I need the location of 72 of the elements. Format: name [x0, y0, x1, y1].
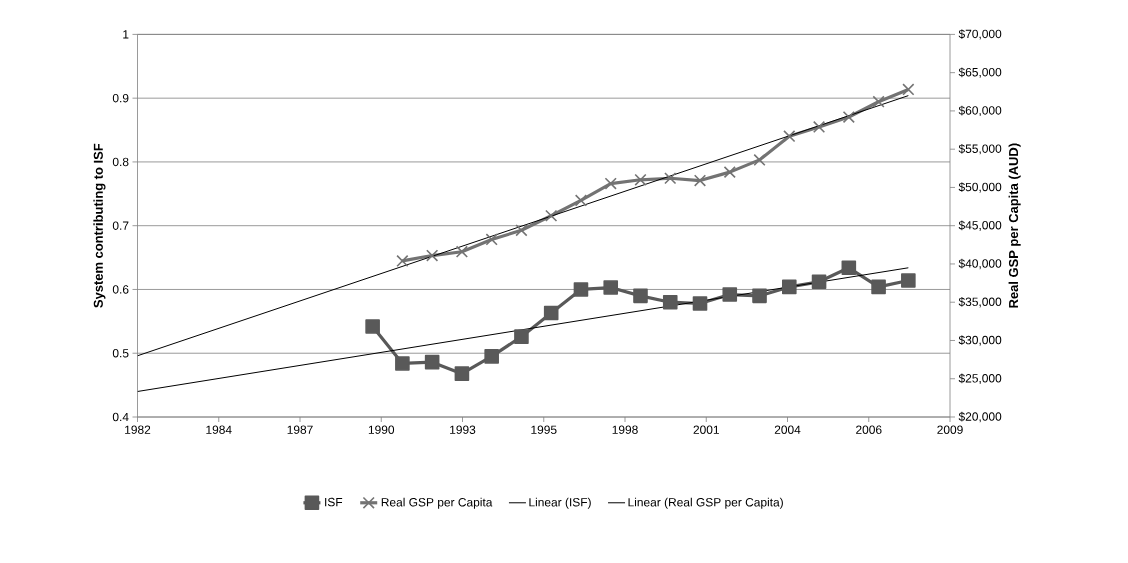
- point: [722, 287, 738, 302]
- y-tick-label: 0.4: [112, 412, 129, 422]
- point: [782, 279, 797, 295]
- y2-tick-label: $70,000: [958, 29, 1002, 40]
- legend-label: Linear (ISF): [529, 497, 591, 509]
- point: [811, 274, 827, 290]
- point: [634, 173, 647, 186]
- x-tick-label: 1987: [287, 425, 313, 434]
- x-tick-label: 1984: [206, 425, 232, 434]
- point: [514, 329, 529, 344]
- point: [842, 110, 855, 124]
- point: [633, 288, 648, 304]
- x-tick-label: 2006: [856, 425, 882, 434]
- point: [424, 354, 440, 370]
- point: [812, 120, 826, 134]
- y-tick-label: 0.6: [112, 285, 129, 294]
- x-tick-label: 1982: [125, 425, 151, 434]
- point: [664, 172, 677, 185]
- point: [603, 280, 619, 295]
- point: [871, 279, 886, 295]
- x-tick-label: 2004: [774, 425, 801, 434]
- y2-tick-label: $20,000: [958, 411, 1002, 423]
- point: [902, 83, 915, 96]
- point: [753, 153, 766, 166]
- point: [395, 356, 410, 371]
- legend-label: Linear (Real GSP per Capita): [628, 497, 783, 509]
- x-tick-label: 1998: [612, 425, 638, 434]
- x-tick-label: 2001: [693, 425, 719, 434]
- point: [426, 249, 439, 262]
- y2-tick-label: $60,000: [958, 105, 1002, 117]
- y-tick-label: 0.7: [112, 221, 129, 230]
- point: [574, 194, 588, 207]
- point: [365, 319, 380, 334]
- y2-tick-label: $40,000: [958, 258, 1002, 270]
- point: [872, 95, 885, 108]
- point: [484, 349, 499, 364]
- point: [455, 245, 469, 258]
- y2-tick-label: $55,000: [958, 143, 1002, 155]
- y-tick-label: 0.5: [112, 349, 129, 358]
- point: [543, 305, 559, 321]
- y-tick-label: 0.8: [112, 157, 129, 167]
- point: [515, 224, 528, 237]
- y2-tick-label: $30,000: [958, 335, 1002, 346]
- y-tick-label: 0.9: [112, 93, 129, 103]
- point: [662, 294, 678, 310]
- legend-label: ISF: [325, 497, 343, 507]
- point: [485, 233, 498, 246]
- y2-tick-label: $50,000: [958, 182, 1002, 193]
- y2-axis-title: Real GSP per Capita (AUD): [1008, 143, 1021, 308]
- point: [783, 130, 796, 143]
- point: [841, 260, 857, 276]
- x-tick-label: 1995: [531, 425, 557, 434]
- point: [573, 282, 589, 297]
- point: [901, 273, 916, 288]
- y-tick-label: 1: [123, 30, 129, 39]
- point: [396, 254, 409, 267]
- y2-tick-label: $45,000: [958, 220, 1002, 231]
- point: [604, 177, 617, 190]
- x-tick-label: 1990: [368, 425, 395, 434]
- y-axis-title: System contributing to ISF: [93, 143, 106, 308]
- x-tick-label: 2009: [937, 425, 963, 434]
- point: [693, 174, 707, 187]
- point: [545, 209, 558, 222]
- point: [692, 296, 708, 311]
- point: [723, 166, 736, 179]
- legend-label: Real GSP per Capita: [381, 497, 493, 509]
- y2-tick-label: $65,000: [958, 67, 1002, 78]
- x-tick-label: 1993: [450, 425, 476, 434]
- point: [752, 288, 767, 304]
- y2-tick-label: $25,000: [958, 373, 1002, 384]
- y2-tick-label: $35,000: [958, 297, 1002, 308]
- point: [454, 366, 470, 381]
